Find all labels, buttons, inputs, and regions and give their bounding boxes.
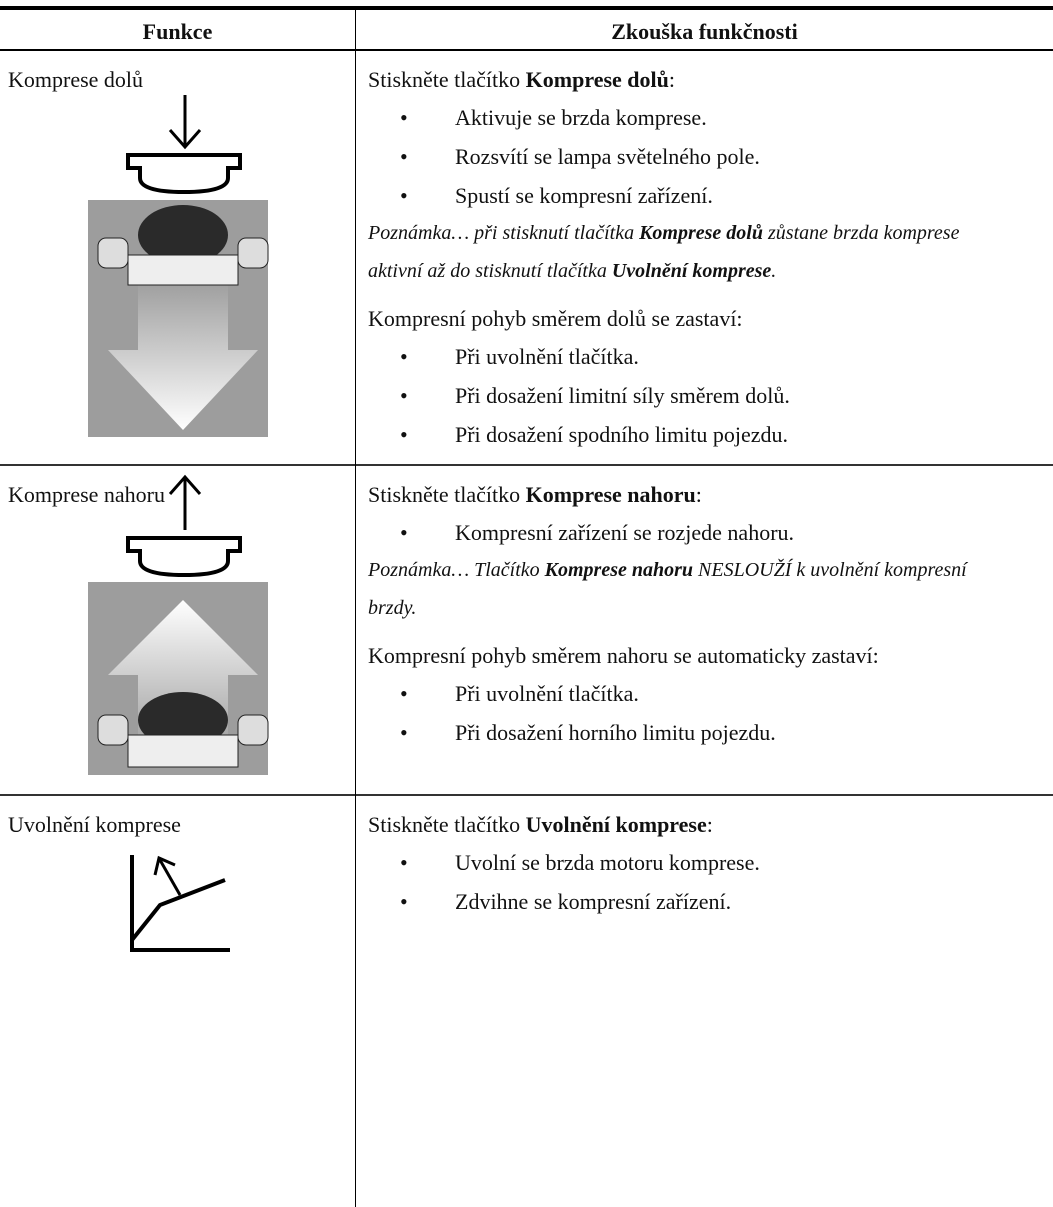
paragraph: Kompresní pohyb směrem dolů se zastaví: xyxy=(368,306,743,331)
instruction: Stiskněte tlačítko Komprese dolů: xyxy=(368,61,1048,98)
note-text: zůstane brzda komprese aktivní až do sti… xyxy=(368,222,960,282)
instruction-text: Uvolnění komprese xyxy=(525,812,707,837)
note-text: Komprese nahoru xyxy=(544,559,694,581)
note-text: NESLOUŽÍ k uvolnění kompresní brzdy. xyxy=(368,559,967,619)
bullet-list: Při uvolnění tlačítka.Při dosažení horní… xyxy=(368,674,1048,752)
bullet-item: Kompresní zařízení se rozjede nahoru. xyxy=(400,513,1048,552)
bullet-list: Uvolní se brzda motoru komprese.Zdvihne … xyxy=(368,843,1048,921)
note-text: . xyxy=(771,259,777,282)
function-name: Uvolnění komprese xyxy=(8,812,181,837)
bullet-list: Při uvolnění tlačítka.Při dosažení limit… xyxy=(368,337,1048,454)
function-name: Komprese dolů xyxy=(8,67,144,92)
instruction-text: Komprese dolů xyxy=(525,67,669,92)
header-rule xyxy=(0,49,1053,51)
compression-release-icon xyxy=(130,855,230,952)
table-top-rule xyxy=(0,6,1053,10)
bullet-item: Uvolní se brzda motoru komprese. xyxy=(400,843,1048,882)
compression-up-icon xyxy=(88,474,269,775)
function-test: Stiskněte tlačítko Uvolnění komprese:Uvo… xyxy=(368,806,1048,921)
function-test: Stiskněte tlačítko Komprese dolů:Aktivuj… xyxy=(368,61,1048,454)
note-text: Poznámka… Tlačítko xyxy=(368,559,545,581)
note-text: Komprese dolů xyxy=(639,222,763,244)
instruction-text: : xyxy=(695,482,702,507)
bullet-item: Rozsvítí se lampa světelného pole. xyxy=(400,137,1048,176)
bullet-item: Při dosažení limitní síly směrem dolů. xyxy=(400,376,1048,415)
bullet-list: Kompresní zařízení se rozjede nahoru. xyxy=(368,513,1048,552)
bullet-list: Aktivuje se brzda komprese.Rozsvítí se l… xyxy=(368,98,1048,215)
note: Poznámka… při stisknutí tlačítka Kompres… xyxy=(368,215,1008,290)
column-header: Zkouška funkčnosti xyxy=(611,19,798,44)
bullet-item: Spustí se kompresní zařízení. xyxy=(400,176,1048,215)
instruction: Stiskněte tlačítko Uvolnění komprese: xyxy=(368,806,1048,843)
instruction-text: Stiskněte tlačítko xyxy=(368,67,526,92)
column-rule xyxy=(355,8,356,1207)
row-rule xyxy=(0,794,1053,796)
note: Poznámka… Tlačítko Komprese nahoru NESLO… xyxy=(368,552,1008,627)
row-rule xyxy=(0,464,1053,466)
bullet-item: Při uvolnění tlačítka. xyxy=(400,674,1048,713)
bullet-item: Při uvolnění tlačítka. xyxy=(400,337,1048,376)
function-name: Komprese nahoru xyxy=(8,482,166,507)
instruction-text: : xyxy=(668,67,675,92)
instruction-text: : xyxy=(706,812,713,837)
instruction: Stiskněte tlačítko Komprese nahoru: xyxy=(368,476,1048,513)
bullet-item: Aktivuje se brzda komprese. xyxy=(400,98,1048,137)
function-test: Stiskněte tlačítko Komprese nahoru:Kompr… xyxy=(368,476,1048,752)
bullet-item: Při dosažení spodního limitu pojezdu. xyxy=(400,415,1048,454)
note-text: Poznámka… při stisknutí tlačítka xyxy=(368,222,640,244)
column-header: Funkce xyxy=(142,19,213,44)
paragraph: Kompresní pohyb směrem nahoru se automat… xyxy=(368,643,879,668)
instruction-text: Komprese nahoru xyxy=(525,482,696,507)
note-text: Uvolnění komprese xyxy=(611,259,772,282)
instruction-text: Stiskněte tlačítko xyxy=(368,482,526,507)
bullet-item: Při dosažení horního limitu pojezdu. xyxy=(400,713,1048,752)
bullet-item: Zdvihne se kompresní zařízení. xyxy=(400,882,1048,921)
instruction-text: Stiskněte tlačítko xyxy=(368,812,526,837)
compression-down-icon xyxy=(88,95,269,437)
